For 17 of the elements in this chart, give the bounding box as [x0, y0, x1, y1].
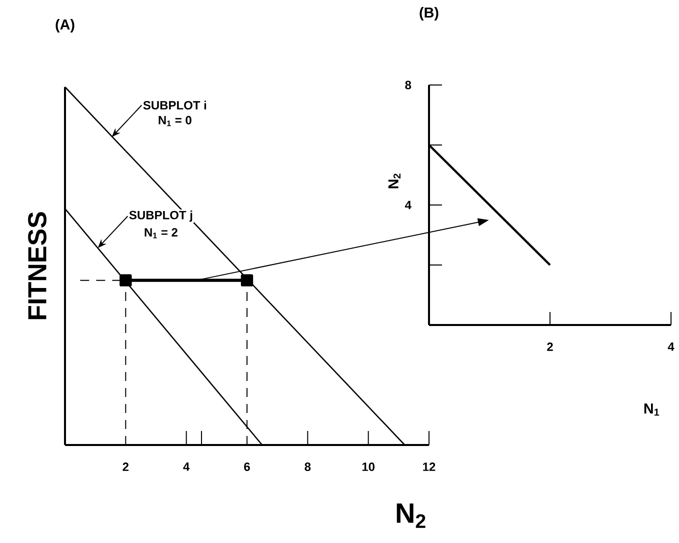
- annotation: SUBPLOT i: [143, 100, 206, 110]
- x-tick-label: 2: [547, 342, 553, 351]
- x-tick-label: 6: [244, 462, 250, 472]
- annotation: SUBPLOT j: [129, 210, 192, 222]
- x-tick-label: 12: [423, 462, 436, 471]
- annotation: N$_{1}$ = 2: [144, 228, 178, 238]
- x-tick-label: 8: [304, 462, 311, 472]
- chart-title: (A): [56, 19, 74, 32]
- y-axis-title: N$_{2}$: [388, 174, 400, 188]
- x-tick-label: 2: [122, 462, 129, 471]
- annotation: N$_{1}$ = 0: [158, 116, 192, 126]
- y-axis-title: FITNESS: [28, 212, 46, 320]
- chart-title: (B): [420, 7, 438, 20]
- x-tick-label: 10: [362, 462, 375, 472]
- x-axis-title: N$_{1}$: [644, 404, 660, 416]
- x-tick-label: 4: [183, 462, 190, 471]
- x-axis-title: N$_{2}$: [396, 504, 426, 528]
